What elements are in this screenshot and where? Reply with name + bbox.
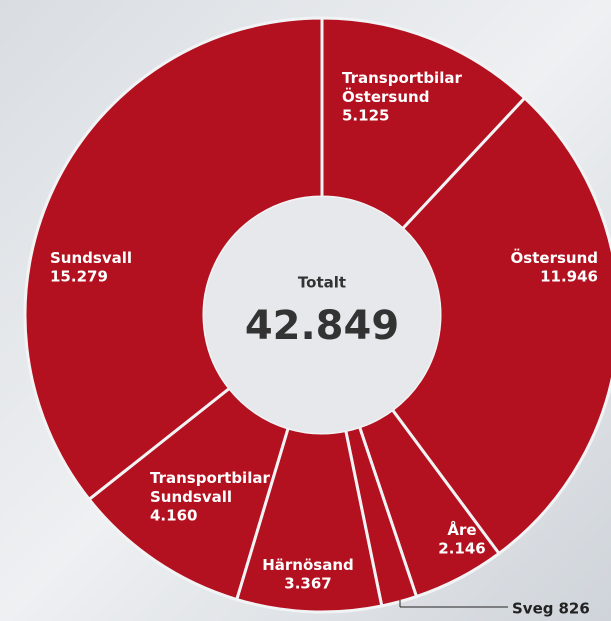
slice-label: Sveg (512, 600, 554, 618)
slice-value-label: 4.160 (150, 507, 197, 525)
slice-value-label: 3.367 (284, 575, 331, 593)
slice-value-label: 2.146 (438, 540, 485, 558)
slice-value-label: 5.125 (342, 107, 389, 125)
slice-value-label: 11.946 (540, 268, 598, 286)
slice-value-label: 15.279 (50, 268, 108, 286)
slice-label: Sundsvall (50, 249, 132, 267)
slice-label: Östersund (511, 248, 598, 267)
total-value: 42.849 (245, 303, 399, 349)
slice-label: Härnösand (262, 556, 354, 574)
total-title: Totalt (298, 274, 346, 292)
slice-value-label: 826 (559, 600, 590, 618)
chart: Totalt 42.849 TransportbilarÖstersund5.1… (0, 0, 611, 621)
slice-label: Åre (447, 520, 476, 539)
